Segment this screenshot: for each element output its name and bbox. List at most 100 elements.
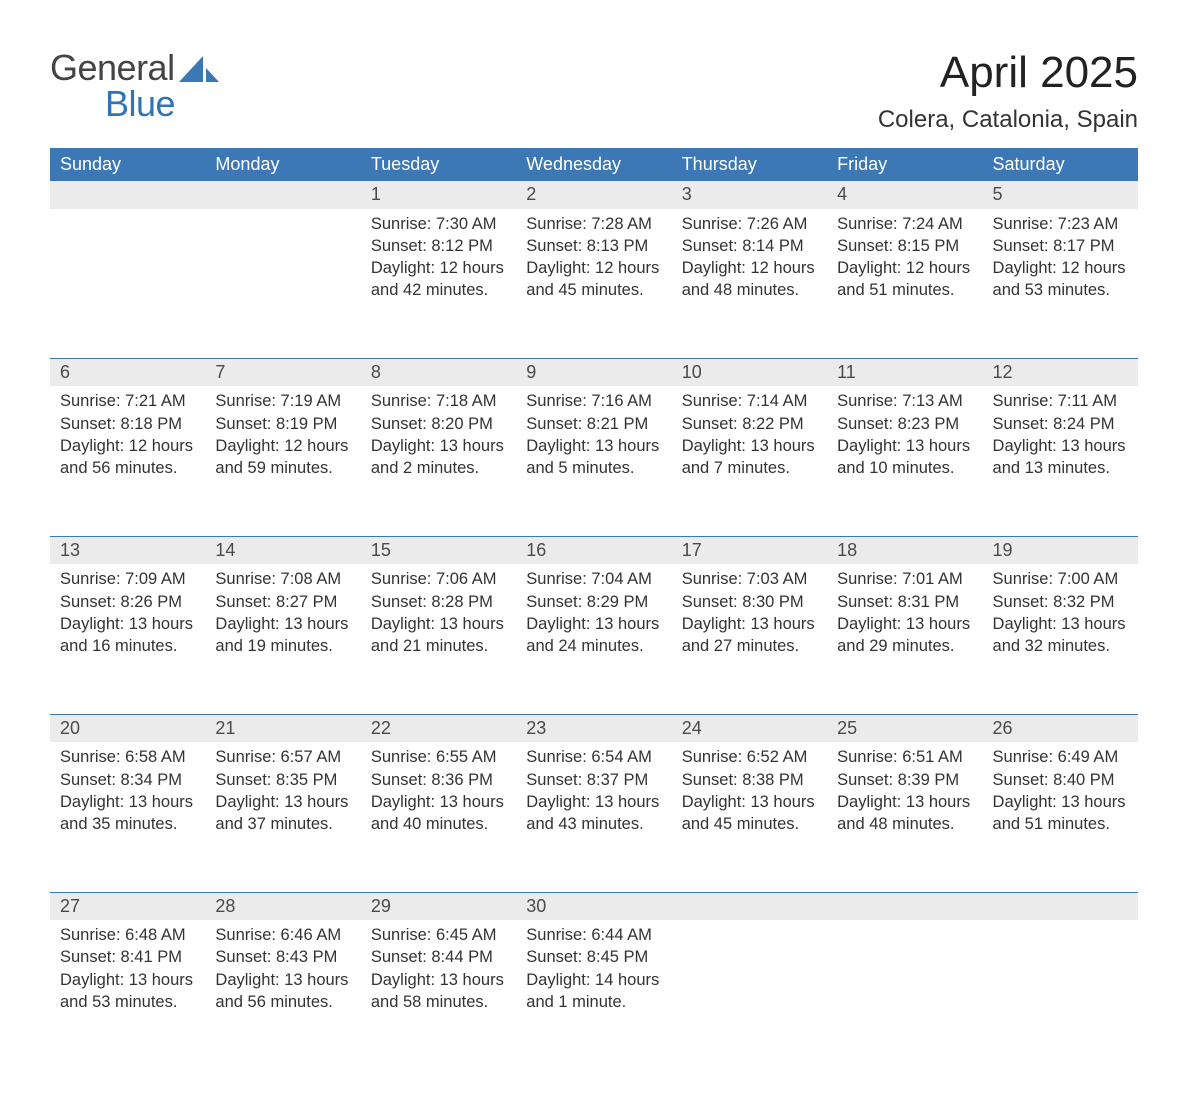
day-number-cell	[827, 893, 982, 920]
day-cell: Sunrise: 6:48 AMSunset: 8:41 PMDaylight:…	[50, 920, 205, 1070]
day-number-cell: 26	[983, 715, 1138, 742]
day-cell: Sunrise: 7:04 AMSunset: 8:29 PMDaylight:…	[516, 564, 671, 714]
day-number-cell: 4	[827, 181, 982, 208]
dl1-text: Daylight: 14 hours	[526, 969, 661, 991]
day-details: Sunrise: 7:11 AMSunset: 8:24 PMDaylight:…	[983, 386, 1138, 487]
logo-text-2: Blue	[50, 83, 175, 124]
day-cell: Sunrise: 6:44 AMSunset: 8:45 PMDaylight:…	[516, 920, 671, 1070]
logo-text-1: General	[50, 47, 175, 88]
day-details: Sunrise: 7:03 AMSunset: 8:30 PMDaylight:…	[672, 564, 827, 665]
weekday-heading: Thursday	[672, 148, 827, 181]
day-number-cell: 2	[516, 181, 671, 208]
day-cell: Sunrise: 7:24 AMSunset: 8:15 PMDaylight:…	[827, 209, 982, 359]
dl2-text: and 29 minutes.	[837, 635, 972, 657]
day-cell: Sunrise: 7:19 AMSunset: 8:19 PMDaylight:…	[205, 386, 360, 536]
dl1-text: Daylight: 12 hours	[60, 435, 195, 457]
day-cell: Sunrise: 6:52 AMSunset: 8:38 PMDaylight:…	[672, 742, 827, 892]
week-row: Sunrise: 7:21 AMSunset: 8:18 PMDaylight:…	[50, 386, 1138, 536]
day-number-cell: 9	[516, 359, 671, 386]
day-number-cell: 29	[361, 893, 516, 920]
sunset-text: Sunset: 8:14 PM	[682, 235, 817, 257]
sunset-text: Sunset: 8:44 PM	[371, 946, 506, 968]
dl2-text: and 16 minutes.	[60, 635, 195, 657]
dl1-text: Daylight: 13 hours	[371, 613, 506, 635]
day-number-cell: 24	[672, 715, 827, 742]
day-cell	[672, 920, 827, 1070]
sunset-text: Sunset: 8:24 PM	[993, 413, 1128, 435]
sunrise-text: Sunrise: 6:49 AM	[993, 746, 1128, 768]
day-cell: Sunrise: 7:00 AMSunset: 8:32 PMDaylight:…	[983, 564, 1138, 714]
day-details: Sunrise: 7:14 AMSunset: 8:22 PMDaylight:…	[672, 386, 827, 487]
dl1-text: Daylight: 13 hours	[682, 791, 817, 813]
sunrise-text: Sunrise: 7:13 AM	[837, 390, 972, 412]
dl2-text: and 59 minutes.	[215, 457, 350, 479]
dl2-text: and 5 minutes.	[526, 457, 661, 479]
sunrise-text: Sunrise: 7:24 AM	[837, 213, 972, 235]
sunset-text: Sunset: 8:43 PM	[215, 946, 350, 968]
day-details: Sunrise: 6:51 AMSunset: 8:39 PMDaylight:…	[827, 742, 982, 843]
day-cell: Sunrise: 7:06 AMSunset: 8:28 PMDaylight:…	[361, 564, 516, 714]
calendar-page: General Blue April 2025 Colera, Cataloni…	[0, 0, 1188, 1100]
sunset-text: Sunset: 8:29 PM	[526, 591, 661, 613]
title-block: April 2025 Colera, Catalonia, Spain	[878, 50, 1138, 140]
week-row: Sunrise: 7:09 AMSunset: 8:26 PMDaylight:…	[50, 564, 1138, 714]
week-row: Sunrise: 6:48 AMSunset: 8:41 PMDaylight:…	[50, 920, 1138, 1070]
dl2-text: and 56 minutes.	[215, 991, 350, 1013]
day-cell: Sunrise: 7:28 AMSunset: 8:13 PMDaylight:…	[516, 209, 671, 359]
sunset-text: Sunset: 8:27 PM	[215, 591, 350, 613]
dl1-text: Daylight: 13 hours	[60, 613, 195, 635]
day-number-cell	[205, 181, 360, 208]
sunrise-text: Sunrise: 7:18 AM	[371, 390, 506, 412]
sunrise-text: Sunrise: 7:28 AM	[526, 213, 661, 235]
dl1-text: Daylight: 12 hours	[837, 257, 972, 279]
dl1-text: Daylight: 13 hours	[993, 791, 1128, 813]
sunrise-text: Sunrise: 7:09 AM	[60, 568, 195, 590]
dl2-text: and 56 minutes.	[60, 457, 195, 479]
sunset-text: Sunset: 8:23 PM	[837, 413, 972, 435]
sunset-text: Sunset: 8:28 PM	[371, 591, 506, 613]
sunset-text: Sunset: 8:35 PM	[215, 769, 350, 791]
dl1-text: Daylight: 13 hours	[215, 969, 350, 991]
dl1-text: Daylight: 12 hours	[993, 257, 1128, 279]
sunset-text: Sunset: 8:32 PM	[993, 591, 1128, 613]
sunset-text: Sunset: 8:37 PM	[526, 769, 661, 791]
sunrise-text: Sunrise: 6:54 AM	[526, 746, 661, 768]
day-cell	[205, 209, 360, 359]
sunset-text: Sunset: 8:41 PM	[60, 946, 195, 968]
day-number-cell: 6	[50, 359, 205, 386]
day-number-cell: 17	[672, 537, 827, 564]
sunrise-text: Sunrise: 7:21 AM	[60, 390, 195, 412]
day-cell	[983, 920, 1138, 1070]
month-title: April 2025	[878, 50, 1138, 96]
daynum-row: 27282930	[50, 893, 1138, 920]
day-details: Sunrise: 7:23 AMSunset: 8:17 PMDaylight:…	[983, 209, 1138, 310]
day-cell: Sunrise: 6:45 AMSunset: 8:44 PMDaylight:…	[361, 920, 516, 1070]
dl2-text: and 51 minutes.	[993, 813, 1128, 835]
sunset-text: Sunset: 8:21 PM	[526, 413, 661, 435]
day-cell: Sunrise: 7:23 AMSunset: 8:17 PMDaylight:…	[983, 209, 1138, 359]
day-cell: Sunrise: 7:11 AMSunset: 8:24 PMDaylight:…	[983, 386, 1138, 536]
sunset-text: Sunset: 8:40 PM	[993, 769, 1128, 791]
day-details: Sunrise: 6:49 AMSunset: 8:40 PMDaylight:…	[983, 742, 1138, 843]
dl1-text: Daylight: 13 hours	[371, 791, 506, 813]
day-number-cell: 3	[672, 181, 827, 208]
day-cell: Sunrise: 6:51 AMSunset: 8:39 PMDaylight:…	[827, 742, 982, 892]
day-cell: Sunrise: 6:54 AMSunset: 8:37 PMDaylight:…	[516, 742, 671, 892]
day-details: Sunrise: 6:45 AMSunset: 8:44 PMDaylight:…	[361, 920, 516, 1021]
sunrise-text: Sunrise: 7:19 AM	[215, 390, 350, 412]
sunset-text: Sunset: 8:13 PM	[526, 235, 661, 257]
dl2-text: and 1 minute.	[526, 991, 661, 1013]
weekday-heading: Tuesday	[361, 148, 516, 181]
day-cell: Sunrise: 7:08 AMSunset: 8:27 PMDaylight:…	[205, 564, 360, 714]
day-cell	[50, 209, 205, 359]
daynum-row: 6789101112	[50, 359, 1138, 386]
sunset-text: Sunset: 8:38 PM	[682, 769, 817, 791]
brand-logo: General Blue	[50, 50, 219, 122]
sunrise-text: Sunrise: 6:57 AM	[215, 746, 350, 768]
day-number-cell: 7	[205, 359, 360, 386]
dl2-text: and 43 minutes.	[526, 813, 661, 835]
day-number-cell: 16	[516, 537, 671, 564]
sunrise-text: Sunrise: 7:26 AM	[682, 213, 817, 235]
dl1-text: Daylight: 13 hours	[526, 435, 661, 457]
dl1-text: Daylight: 12 hours	[682, 257, 817, 279]
